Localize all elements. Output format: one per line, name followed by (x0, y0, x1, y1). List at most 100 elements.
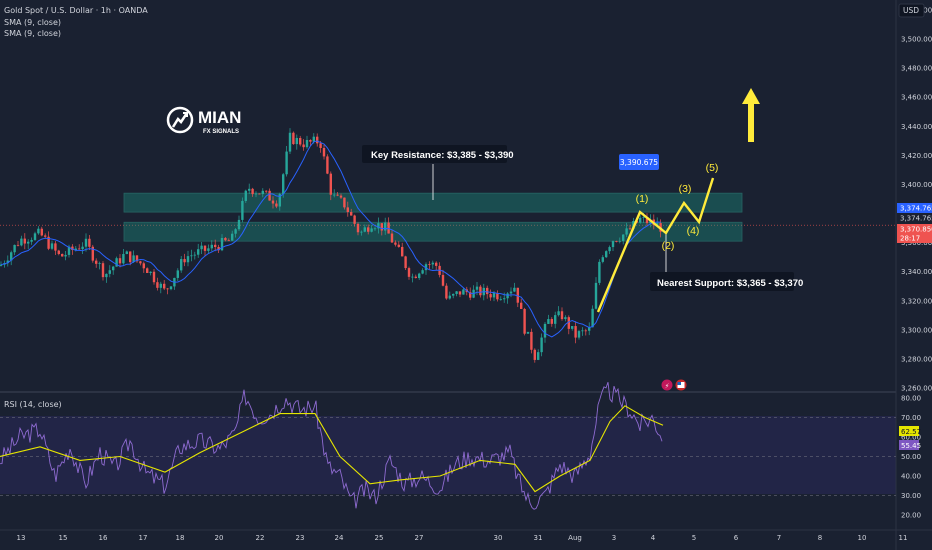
candle-body (533, 349, 536, 360)
time-tick-label: 20 (215, 534, 224, 542)
price-tick-label: 3,440.000 (901, 123, 932, 131)
sma-line (0, 140, 661, 338)
time-tick-label: 7 (777, 534, 781, 542)
candle-body (526, 331, 530, 334)
candle-body (241, 200, 244, 220)
candle-body (350, 212, 353, 216)
sma-legend-2[interactable]: SMA (9, close) (4, 29, 62, 38)
candle-body (305, 139, 309, 148)
candle-body (574, 326, 577, 338)
rsi-value-bg (899, 426, 919, 436)
candle-body (326, 156, 329, 174)
candle-body (360, 231, 363, 233)
candle-body (428, 264, 431, 266)
candle-body (407, 268, 411, 277)
candle-body (605, 251, 608, 258)
time-tick-label: 4 (651, 534, 656, 542)
wave-label: (5) (706, 162, 719, 174)
candle-body (149, 271, 152, 273)
time-tick-label: 16 (99, 534, 108, 542)
wave-label: (1) (636, 193, 649, 205)
candle-body (577, 331, 581, 338)
candle-body (47, 236, 50, 249)
symbol-title[interactable]: Gold Spot / U.S. Dollar · 1h · OANDA (4, 6, 148, 15)
candle-body (299, 137, 302, 145)
candle-body (112, 266, 115, 271)
price-tick-label: 3,260.000 (901, 385, 932, 393)
time-tick-label: 22 (256, 534, 265, 542)
candle-body (67, 246, 71, 255)
candle-body (37, 228, 40, 234)
candle-body (183, 259, 186, 263)
candle-body (61, 253, 64, 257)
candle-body (220, 237, 224, 251)
rsi-ma-value-label: 55.45 (901, 442, 921, 450)
candle-body (33, 233, 37, 240)
candle-body (622, 234, 625, 241)
candle-body (115, 258, 118, 267)
candle-body (346, 207, 349, 213)
price-tick-label: 3,300.000 (901, 326, 932, 334)
sma-legend-1[interactable]: SMA (9, close) (4, 18, 62, 27)
candle-body (142, 263, 145, 269)
wave-label: (2) (662, 240, 675, 252)
candle-body (278, 194, 281, 207)
candle-body (656, 223, 659, 226)
candle-body (588, 327, 591, 331)
price-tag-bg (897, 203, 932, 213)
candle-body (108, 270, 111, 274)
candle-body (88, 238, 91, 247)
candle-body (200, 245, 203, 250)
time-tick-label: 30 (494, 534, 503, 542)
candle-body (163, 283, 166, 289)
candle-body (122, 254, 125, 264)
candle-body (227, 240, 230, 242)
candle-body (441, 274, 445, 286)
candle-body (645, 217, 649, 224)
candle-body (105, 273, 108, 278)
price-tick-label: 3,400.000 (901, 181, 932, 189)
peak-price-box (619, 154, 659, 170)
candle-body (214, 244, 217, 248)
candle-body (159, 283, 162, 288)
candle-body (169, 286, 173, 290)
candle-body (282, 174, 285, 195)
candle-body (190, 255, 193, 257)
candle-body (319, 143, 322, 148)
candle-body (186, 256, 190, 263)
time-tick-label: 31 (534, 534, 543, 542)
candle-body (271, 200, 275, 204)
candle-body (180, 259, 183, 271)
candle-body (380, 223, 383, 231)
time-tick-label: 17 (139, 534, 148, 542)
candle-body (418, 273, 421, 279)
candle-body (411, 276, 414, 278)
candle-body (414, 276, 417, 279)
candle-body (363, 227, 366, 232)
candle-body (231, 233, 234, 241)
price-tick-label: 3,480.000 (901, 65, 932, 73)
candle-body (91, 246, 94, 261)
resistance-label: Key Resistance: $3,385 - $3,390 (371, 150, 514, 161)
candle-body (40, 228, 43, 236)
lightning-icon (661, 379, 673, 391)
candle-body (309, 139, 312, 142)
candle-body (455, 291, 458, 294)
candle-body (489, 294, 492, 298)
candle-body (492, 293, 496, 298)
time-tick-label: 27 (415, 534, 424, 542)
candle-body (197, 249, 200, 255)
currency-box (898, 3, 925, 18)
candle-body (581, 330, 584, 332)
candle-body (118, 258, 122, 264)
candle-body (339, 195, 343, 198)
candle-body (98, 263, 101, 265)
candle-body (608, 247, 611, 252)
wave-label: (3) (679, 183, 692, 195)
candle-body (13, 244, 16, 253)
candle-body (452, 293, 455, 296)
candle-body (390, 233, 394, 243)
candle-body (435, 262, 438, 266)
candle-body (84, 238, 88, 247)
